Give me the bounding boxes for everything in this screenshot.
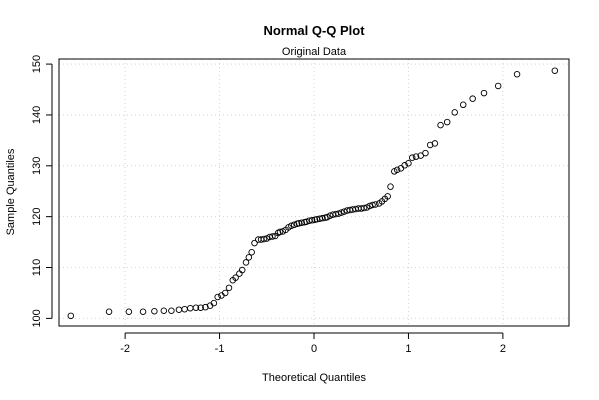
data-point bbox=[187, 304, 194, 312]
data-point bbox=[160, 307, 168, 314]
data-point bbox=[308, 216, 316, 224]
data-point bbox=[384, 193, 391, 200]
data-point bbox=[437, 121, 444, 129]
data-point bbox=[480, 89, 488, 97]
data-point bbox=[290, 221, 298, 229]
data-point bbox=[168, 307, 175, 314]
data-point bbox=[175, 306, 183, 313]
x-axis-label: Theoretical Quantiles bbox=[262, 372, 366, 384]
data-point bbox=[139, 308, 147, 316]
data-point bbox=[443, 118, 451, 126]
data-point bbox=[288, 222, 295, 230]
y-tick-label: 130 bbox=[31, 157, 43, 175]
data-point bbox=[426, 141, 434, 149]
data-point bbox=[360, 204, 368, 212]
x-tick-label: -1 bbox=[215, 343, 225, 355]
y-tick-label: 140 bbox=[31, 106, 43, 124]
data-point bbox=[298, 219, 305, 227]
y-axis-label: Sample Quantiles bbox=[5, 148, 17, 235]
data-point bbox=[236, 270, 243, 277]
data-point bbox=[125, 308, 133, 316]
data-point bbox=[369, 201, 376, 209]
grid bbox=[59, 59, 569, 326]
data-point bbox=[260, 235, 268, 243]
x-tick-label: -2 bbox=[120, 343, 130, 355]
data-point bbox=[451, 109, 458, 116]
x-tick-label: 0 bbox=[311, 343, 317, 355]
data-point bbox=[469, 95, 476, 102]
data-point bbox=[238, 266, 246, 274]
data-point bbox=[551, 67, 559, 74]
data-point bbox=[387, 183, 394, 190]
y-tick-label: 100 bbox=[31, 309, 43, 327]
data-point bbox=[192, 304, 200, 311]
data-point bbox=[494, 82, 502, 90]
y-tick-label: 110 bbox=[31, 259, 43, 277]
data-point bbox=[513, 71, 521, 78]
data-point bbox=[269, 233, 276, 240]
data-point bbox=[459, 101, 467, 109]
data-points bbox=[67, 67, 559, 320]
data-point bbox=[372, 201, 379, 208]
y-tick-label: 120 bbox=[31, 207, 43, 225]
data-point bbox=[232, 274, 239, 281]
data-point bbox=[276, 228, 284, 236]
data-point bbox=[405, 160, 412, 167]
data-point bbox=[105, 308, 113, 316]
data-point bbox=[335, 210, 342, 217]
data-point bbox=[251, 239, 258, 247]
data-point bbox=[431, 140, 439, 147]
data-point bbox=[422, 149, 429, 157]
data-point bbox=[245, 254, 253, 261]
data-point bbox=[181, 305, 188, 313]
data-point bbox=[225, 284, 233, 292]
data-point bbox=[202, 303, 209, 311]
data-point bbox=[401, 162, 408, 169]
data-point bbox=[408, 154, 416, 161]
plot-frame bbox=[58, 58, 570, 327]
chart-title: Normal Q-Q Plot bbox=[263, 23, 365, 38]
x-tick-label: 1 bbox=[405, 343, 411, 355]
axes: -2 -1 0 1 2 100 110 120 130 140 150 bbox=[31, 55, 506, 355]
data-point bbox=[210, 299, 218, 307]
data-point bbox=[393, 166, 401, 174]
data-point bbox=[412, 153, 420, 160]
data-point bbox=[221, 289, 229, 297]
x-tick-label: 2 bbox=[500, 343, 506, 355]
data-point bbox=[151, 308, 158, 315]
data-point bbox=[242, 259, 250, 266]
data-point bbox=[248, 249, 255, 256]
data-point bbox=[197, 304, 204, 311]
data-point bbox=[67, 312, 75, 320]
data-point bbox=[214, 293, 221, 301]
data-point bbox=[338, 209, 345, 216]
data-point bbox=[319, 214, 326, 222]
y-tick-label: 150 bbox=[31, 55, 43, 73]
chart-subtitle: Original Data bbox=[282, 46, 347, 58]
